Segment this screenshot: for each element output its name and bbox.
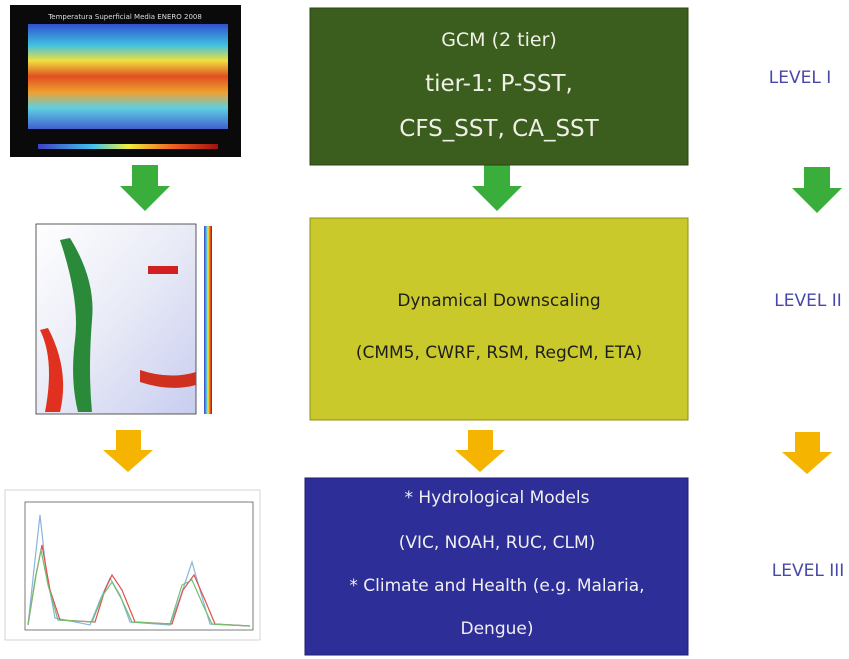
box-text: Dengue) [461,619,534,639]
box-text: tier-1: P-SST, [425,71,573,97]
line-chart-image [5,490,260,640]
map-title: Temperatura Superficial Media ENERO 2008 [47,13,202,21]
box-text: * Hydrological Models [405,488,590,508]
box-text: Dynamical Downscaling [397,291,600,311]
diagram: Temperatura Superficial Media ENERO 2008… [0,0,849,659]
level-label: LEVEL I [769,68,831,88]
level-label: LEVEL II [774,291,842,311]
level-label: LEVEL III [772,561,845,581]
box-text: (CMM5, CWRF, RSM, RegCM, ETA) [356,343,642,363]
box-downscaling [310,218,688,420]
box-text: GCM (2 tier) [441,29,557,51]
box-text: CFS_SST, CA_SST [399,116,599,142]
box-text: (VIC, NOAH, RUC, CLM) [399,533,596,553]
temperature-map: Temperatura Superficial Media ENERO 2008 [10,5,241,157]
box-text: * Climate and Health (e.g. Malaria, [349,576,644,596]
precipitation-map [28,213,225,425]
